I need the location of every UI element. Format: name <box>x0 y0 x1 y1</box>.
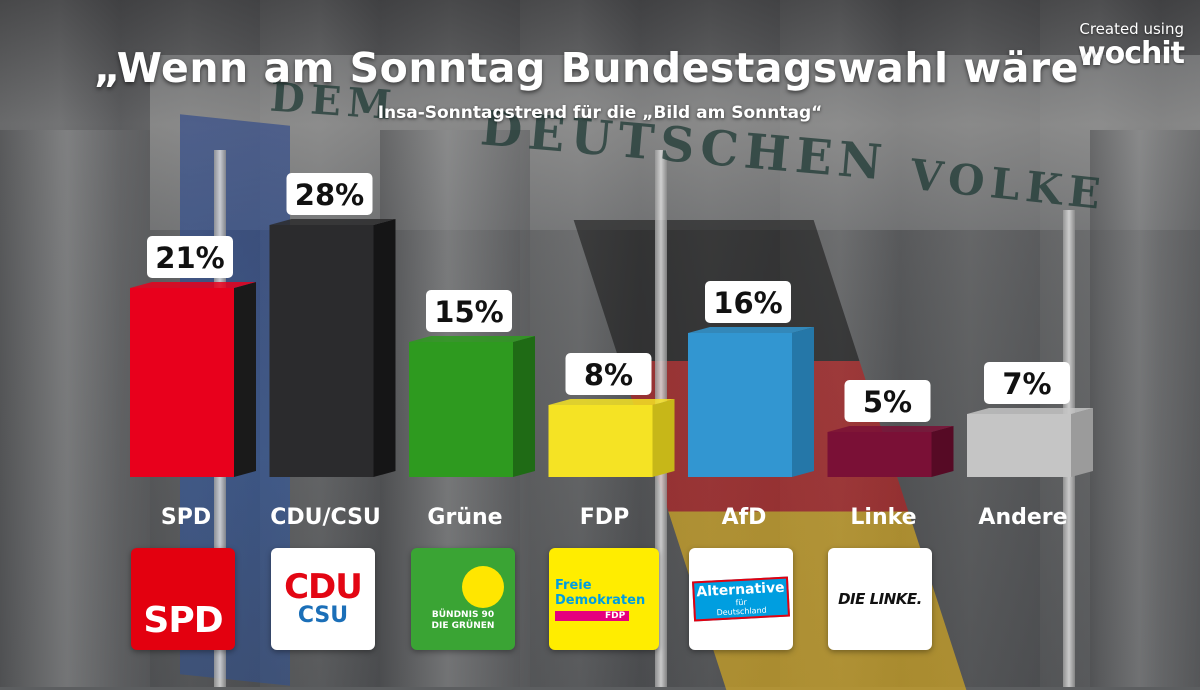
fdp-logo: Freie Demokraten FDP <box>549 548 659 650</box>
category-label-cdu-csu: CDU/CSU <box>270 505 381 530</box>
bar-side-cdu-csu <box>373 219 396 477</box>
bar-gr-ne <box>409 342 513 477</box>
bar-top-linke <box>827 426 954 432</box>
fdp-logo-line2: Demokraten <box>555 592 646 608</box>
bar-cdu-csu <box>269 225 374 477</box>
data-label-box-gr-ne <box>426 290 512 332</box>
category-label-afd: AfD <box>722 505 767 530</box>
bar-top-gr-ne <box>409 336 535 342</box>
bar-top-cdu-csu <box>269 219 396 225</box>
sunflower-icon <box>462 566 504 608</box>
bar-group-andere: 7% Andere <box>967 362 1093 530</box>
category-label-fdp: FDP <box>580 505 629 530</box>
bar-side-andere <box>1071 408 1093 477</box>
category-label-gr-ne: Grüne <box>427 505 502 530</box>
data-label-spd: 21% <box>155 241 224 275</box>
bar-afd <box>688 333 792 477</box>
data-label-fdp: 8% <box>584 358 633 392</box>
bar-top-spd <box>130 282 256 288</box>
bar-top-fdp <box>548 399 675 405</box>
data-label-box-fdp <box>565 353 652 395</box>
bar-fdp <box>548 405 653 477</box>
bar-group-cdu-csu: 28% CDU/CSU <box>269 173 396 530</box>
bar-side-gr-ne <box>513 336 535 477</box>
data-label-cdu-csu: 28% <box>295 178 364 212</box>
bar-andere <box>967 414 1071 477</box>
fdp-logo-line1: Freie <box>555 577 592 593</box>
afd-logo-box: Alternative für Deutschland <box>692 576 790 622</box>
gruene-logo-line2: DIE GRÜNEN <box>431 621 495 631</box>
stone-column <box>1090 130 1200 687</box>
linke-logo: DIE LINKE. <box>828 548 932 650</box>
data-label-linke: 5% <box>863 385 912 419</box>
cdu-csu-logo: CDU CSU <box>271 548 375 650</box>
bar-top-afd <box>688 327 814 333</box>
category-label-spd: SPD <box>161 505 211 530</box>
data-label-afd: 16% <box>713 286 782 320</box>
bar-side-linke <box>931 426 954 477</box>
data-label-box-linke <box>844 380 931 422</box>
chart-title: „Wenn am Sonntag Bundestagswahl wäre“ <box>93 44 1107 92</box>
bar-top-andere <box>967 408 1093 414</box>
linke-logo-text: DIE LINKE. <box>838 590 922 608</box>
cdu-logo-text: CDU <box>284 567 363 607</box>
bar-spd <box>130 288 234 477</box>
fdp-logo-line3: FDP <box>555 610 630 621</box>
bar-group-fdp: 8% FDP <box>548 353 675 530</box>
afd-logo: Alternative für Deutschland <box>689 548 793 650</box>
data-label-box-andere <box>984 362 1070 404</box>
category-label-linke: Linke <box>850 505 916 530</box>
bar-linke <box>827 432 932 477</box>
spd-logo: SPD <box>131 548 235 650</box>
wochit-watermark: Created using wochit <box>1077 20 1185 71</box>
data-label-box-cdu-csu <box>286 173 373 215</box>
data-label-gr-ne: 15% <box>434 295 503 329</box>
bar-side-afd <box>792 327 814 477</box>
bar-group-afd: 16% AfD <box>688 281 814 530</box>
bar-group-linke: 5% Linke <box>827 380 954 530</box>
gruene-logo: BÜNDNIS 90 DIE GRÜNEN <box>411 548 515 650</box>
chart-subtitle: Insa-Sonntagstrend für die „Bild am Sonn… <box>377 103 823 123</box>
stone-column <box>0 130 150 687</box>
watermark-prefix: Created using <box>1079 20 1184 38</box>
bar-side-spd <box>234 282 256 477</box>
gruene-logo-line1: BÜNDNIS 90 <box>431 610 495 620</box>
csu-logo-text: CSU <box>297 603 349 628</box>
bar-group-spd: 21% SPD <box>130 236 256 530</box>
watermark-brand: wochit <box>1077 36 1185 71</box>
data-label-box-afd <box>705 281 791 323</box>
spd-logo-text: SPD <box>143 599 223 641</box>
bar-group-gr-ne: 15% Grüne <box>409 290 535 530</box>
category-label-andere: Andere <box>978 505 1067 530</box>
data-label-box-spd <box>147 236 233 278</box>
data-label-andere: 7% <box>1002 367 1051 401</box>
bar-side-fdp <box>652 399 675 477</box>
afd-logo-line3: Deutschland <box>716 605 767 618</box>
